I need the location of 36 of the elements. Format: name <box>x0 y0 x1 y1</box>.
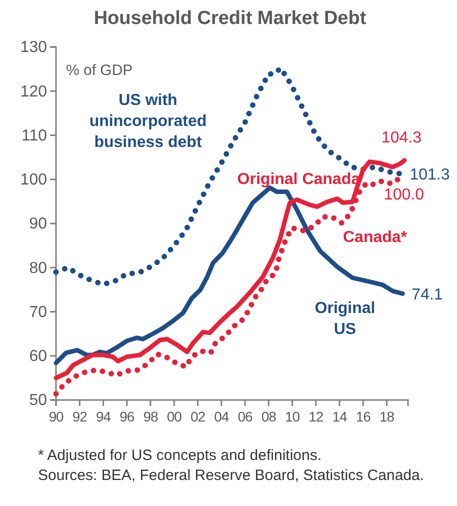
x-tick-label: 18 <box>380 408 395 425</box>
series-label: Canada* <box>342 229 408 246</box>
x-tick-label: 94 <box>96 408 112 425</box>
x-tick-label: 92 <box>72 408 88 425</box>
y-tick-label: 80 <box>29 260 48 277</box>
y-axis-title: % of GDP <box>66 62 133 79</box>
y-tick-label: 130 <box>20 39 48 56</box>
x-tick-label: 14 <box>332 408 348 425</box>
chart-title: Household Credit Market Debt <box>94 8 367 29</box>
x-tick-label: 04 <box>214 408 230 425</box>
y-tick-label: 90 <box>29 216 48 233</box>
data-label: 74.1 <box>412 286 443 304</box>
data-label: 104.3 <box>381 129 422 146</box>
series-label: Original US <box>314 300 376 338</box>
x-tick-label: 08 <box>261 408 277 425</box>
x-tick-label: 96 <box>120 408 135 425</box>
x-tick-label: 10 <box>285 408 300 425</box>
data-label: 100.0 <box>384 186 424 204</box>
x-tick-label: 06 <box>238 408 253 425</box>
series-label: US with unincorporated business debt <box>89 92 207 151</box>
x-tick-label: 98 <box>143 408 158 425</box>
x-tick-label: 00 <box>166 408 182 425</box>
text: * Adjusted for US concepts and definitions. <box>38 447 322 464</box>
y-tick-label: 110 <box>21 127 48 144</box>
x-tick-label: 12 <box>308 408 324 425</box>
x-tick-label: 16 <box>356 408 372 425</box>
y-tick-label: 50 <box>29 392 48 410</box>
y-tick-label: 60 <box>29 348 48 365</box>
data-label: 101.3 <box>410 166 450 184</box>
x-tick-label: 02 <box>190 408 206 425</box>
y-tick-label: 70 <box>29 304 48 321</box>
source-note: Sources: BEA, Federal Reserve Board, Statistics Canada. <box>38 467 424 484</box>
y-tick-label: 120 <box>20 83 48 100</box>
y-tick-label: 100 <box>20 171 48 188</box>
series-label: Original Canada <box>237 171 360 188</box>
x-tick-label: 90 <box>48 408 64 425</box>
